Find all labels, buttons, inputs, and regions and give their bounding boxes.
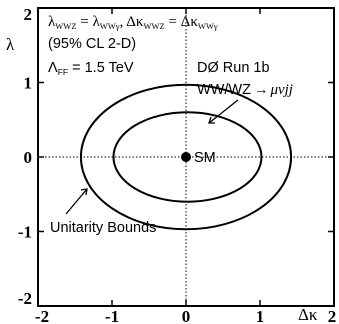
x-axis-label: Δκ (298, 305, 318, 324)
unitarity-arrowhead (80, 188, 88, 196)
unitarity-text: Unitarity Bounds (50, 220, 156, 236)
y-tick-label: -2 (18, 289, 32, 308)
y-axis-label: λ (6, 35, 15, 54)
channel-arrow (208, 99, 239, 124)
lambda-ff-text: ΛFF = 1.5 TeV (48, 60, 134, 77)
sm-label: SM (194, 150, 216, 166)
y-tick-label: 2 (24, 5, 33, 24)
unitarity-bound-ellipse (79, 83, 293, 231)
channel-text: WW/WZ → μνjj (197, 82, 293, 98)
channel-arrowhead (208, 116, 215, 124)
x-tick-label: 2 (328, 307, 337, 324)
cl-text: (95% CL 2-D) (48, 36, 136, 52)
y-tick-labels: -2 -1 0 1 2 (18, 5, 32, 308)
experiment-text: DØ Run 1b (197, 60, 270, 76)
x-tick-label: -1 (105, 307, 119, 324)
y-tick-label: 0 (24, 148, 33, 167)
x-tick-labels: -2 -1 0 1 2 (35, 307, 336, 324)
x-tick-label: 1 (256, 307, 265, 324)
x-tick-label: -2 (35, 307, 49, 324)
tick-marks (37, 7, 335, 307)
y-tick-label: -1 (18, 223, 32, 242)
y-tick-label: 1 (24, 74, 33, 93)
sm-point (181, 152, 191, 162)
unitarity-arrow (65, 188, 88, 215)
x-tick-label: 0 (182, 307, 191, 324)
d0-limit-ellipse (112, 111, 263, 203)
coupling-relation-text: λWWZ = λWWγ, ΔκWWZ = ΔκWWγ (48, 14, 218, 31)
